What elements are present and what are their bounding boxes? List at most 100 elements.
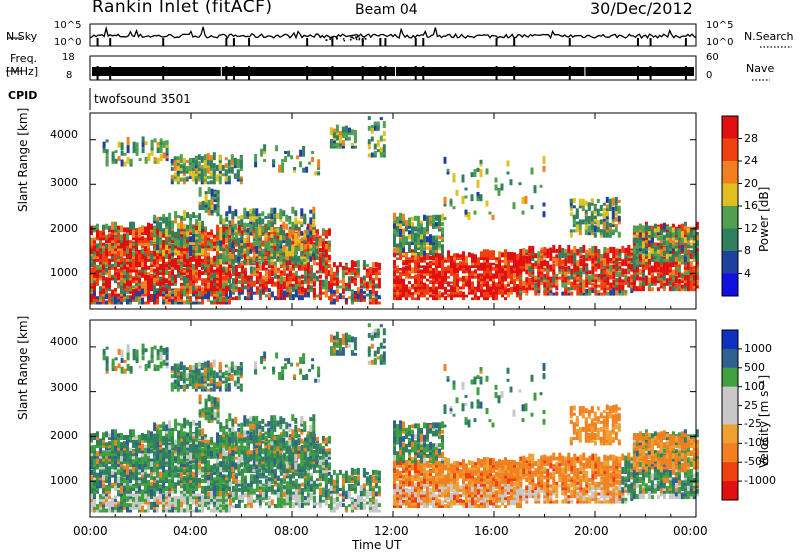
power-cell xyxy=(492,262,495,266)
power-cell xyxy=(432,261,435,266)
power-cell xyxy=(231,281,235,290)
power-cell xyxy=(225,256,229,262)
velocity-cell xyxy=(108,501,111,508)
power-cell xyxy=(123,243,126,249)
power-cell xyxy=(135,241,138,246)
power-cell xyxy=(668,256,672,262)
power-cell xyxy=(96,243,99,249)
power-cell xyxy=(90,251,93,257)
velocity-cell xyxy=(102,490,105,494)
power-cell xyxy=(279,247,283,254)
power-cell xyxy=(111,151,115,159)
power-cell xyxy=(102,275,105,281)
power-cell xyxy=(644,275,648,281)
power-cell xyxy=(189,252,193,256)
power-cell xyxy=(543,290,547,296)
velocity-ytick-1000: 1000 xyxy=(50,474,78,487)
power-cell xyxy=(261,248,265,254)
power-cell xyxy=(258,278,262,282)
velocity-cell xyxy=(141,501,144,505)
power-cell xyxy=(168,245,171,249)
velocity-cell xyxy=(108,441,111,446)
power-cell xyxy=(264,279,268,285)
power-cell xyxy=(258,223,262,231)
power-cell xyxy=(465,260,468,266)
power-cell xyxy=(177,233,181,240)
power-cell xyxy=(141,236,144,241)
power-cell xyxy=(692,272,696,278)
power-cell xyxy=(291,276,295,282)
power-cell xyxy=(630,277,634,283)
power-cell xyxy=(575,226,579,233)
power-cell xyxy=(558,255,562,264)
power-cell xyxy=(423,250,426,256)
power-cell xyxy=(344,297,348,302)
power-cell xyxy=(368,289,372,294)
velocity-cell xyxy=(153,482,156,486)
power-cell xyxy=(309,231,313,236)
power-cell xyxy=(609,257,613,261)
power-cell xyxy=(441,247,444,253)
velocity-cell xyxy=(111,497,114,505)
power-cell xyxy=(165,216,169,221)
power-cell xyxy=(132,234,135,238)
power-cell xyxy=(432,295,435,301)
power-cell xyxy=(314,171,318,176)
power-cell xyxy=(209,180,213,185)
power-cell xyxy=(306,290,310,295)
velocity-cell xyxy=(90,469,93,475)
power-cell xyxy=(321,257,325,263)
power-cell xyxy=(590,221,594,225)
power-cell xyxy=(177,215,181,219)
power-cell xyxy=(414,239,417,243)
power-cell xyxy=(237,244,241,250)
power-cell xyxy=(614,197,618,203)
power-cell xyxy=(420,269,423,274)
power-cell xyxy=(686,281,690,289)
power-cell xyxy=(552,266,556,275)
power-cell xyxy=(662,274,666,281)
power-cell xyxy=(569,212,573,217)
velocity-cell xyxy=(111,462,114,467)
power-cell xyxy=(411,216,414,221)
power-cell xyxy=(671,227,675,233)
power-cell xyxy=(665,281,669,286)
velocity-cell xyxy=(141,489,144,497)
power-cell xyxy=(674,275,678,281)
power-cell xyxy=(573,269,577,275)
power-cell xyxy=(105,149,109,154)
power-cell xyxy=(291,240,295,244)
power-cell xyxy=(638,228,642,233)
velocity-cell xyxy=(132,459,135,465)
velocity-cell xyxy=(105,457,108,462)
power-cell xyxy=(135,237,138,241)
power-cell xyxy=(129,243,132,249)
power-cell xyxy=(674,242,678,246)
power-cell xyxy=(108,227,111,233)
power-cell xyxy=(192,225,196,229)
power-cell xyxy=(335,281,339,286)
power-cell xyxy=(659,229,663,236)
power-cell xyxy=(537,279,541,283)
power-cell xyxy=(465,268,468,274)
power-cell xyxy=(474,257,477,263)
power-cell xyxy=(117,225,120,230)
power-cell xyxy=(638,237,642,241)
power-cell xyxy=(468,263,471,268)
velocity-cell xyxy=(132,455,135,459)
power-cell xyxy=(594,281,598,285)
nsearch-dot xyxy=(335,36,338,39)
velocity-cell xyxy=(153,459,156,465)
power-cell xyxy=(674,283,678,289)
power-cell xyxy=(126,295,129,300)
power-cell xyxy=(668,248,672,254)
power-cell xyxy=(212,152,216,161)
power-cell xyxy=(120,285,123,294)
power-cell xyxy=(438,260,441,266)
power-cell xyxy=(227,159,231,166)
power-cell xyxy=(249,279,253,287)
power-cell xyxy=(441,295,444,301)
power-cell xyxy=(285,273,289,282)
velocity-cell xyxy=(138,503,141,510)
power-cell xyxy=(356,267,360,273)
